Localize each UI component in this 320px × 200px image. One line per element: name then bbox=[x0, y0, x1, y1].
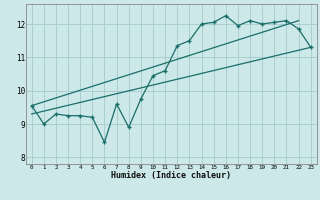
X-axis label: Humidex (Indice chaleur): Humidex (Indice chaleur) bbox=[111, 171, 231, 180]
